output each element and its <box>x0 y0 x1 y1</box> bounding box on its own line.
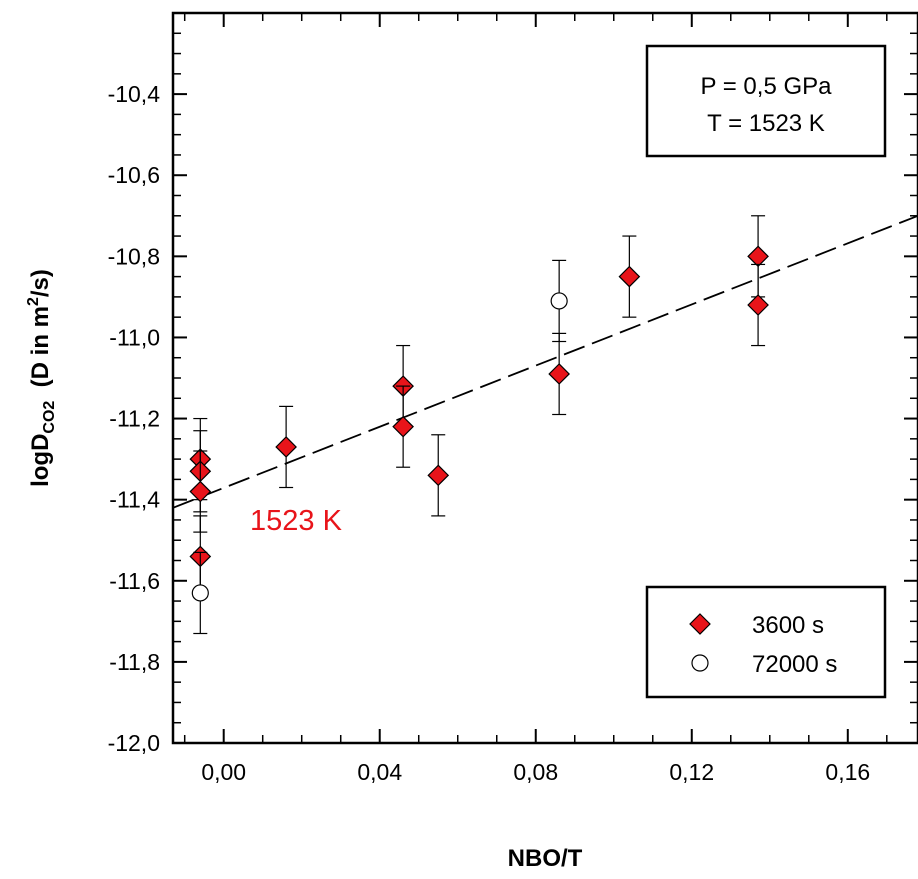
conditions-box-frame <box>645 44 887 158</box>
y-tick-label: -11,4 <box>109 487 160 513</box>
y-axis-title: logDCO2 (D in m2/s) <box>25 269 58 487</box>
x-axis-title: NBO/T <box>508 845 583 872</box>
y-tick-label: -11,2 <box>109 406 160 432</box>
point-72000s <box>191 584 209 602</box>
y-tick-label: -10,6 <box>108 162 160 188</box>
x-tick-label: 0,04 <box>357 759 402 785</box>
point-3600s <box>747 245 769 268</box>
point-3600s <box>275 436 297 458</box>
temperature-label: T = 1523 K <box>707 110 825 137</box>
x-tick-label: 0,12 <box>669 759 714 785</box>
point-3600s <box>189 480 212 503</box>
legend-label-3600s: 3600 s <box>752 612 824 639</box>
y-tick-label: -10,4 <box>108 81 161 107</box>
y-axis-title-subscript: CO2 <box>41 401 58 434</box>
y-axis-title-unit: (D in m <box>27 306 54 401</box>
x-tick-label: 0,08 <box>513 759 558 785</box>
point-3600s <box>392 415 414 438</box>
legend: 3600 s 72000 s <box>645 585 887 699</box>
data-points <box>189 215 769 635</box>
y-tick-label: -11,6 <box>109 568 160 594</box>
conditions-box: P = 0,5 GPa T = 1523 K <box>645 44 887 158</box>
fit-line-group <box>172 214 918 509</box>
pressure-label: P = 0,5 GPa <box>701 73 833 100</box>
point-72000s <box>550 292 568 310</box>
point-3600s <box>747 294 769 316</box>
y-axis-title-superscript: 2 <box>25 297 42 306</box>
y-tick-label: -11,8 <box>109 649 160 675</box>
point-3600s <box>548 363 571 385</box>
legend-marker-72000s <box>691 654 709 672</box>
y-tick-label: -12,0 <box>108 730 160 756</box>
axis-ticks: 0,00 0,04 0,08 0,12 0,16 -12,0 -11,8 -11,6 -11,4… <box>108 13 918 785</box>
y-tick-label: -11,0 <box>109 324 160 350</box>
legend-frame <box>645 585 887 699</box>
point-3600s <box>427 464 450 487</box>
x-tick-label: 0,00 <box>201 759 246 785</box>
temperature-annotation: 1523 K <box>250 505 343 537</box>
fit-line <box>172 214 918 509</box>
point-3600s <box>618 265 641 288</box>
x-tick-label: 0,16 <box>825 759 870 785</box>
y-axis-title-main: logD <box>27 434 54 487</box>
legend-label-72000s: 72000 s <box>752 651 837 678</box>
legend-marker-3600s <box>689 613 711 635</box>
y-tick-label: -10,8 <box>108 243 160 269</box>
y-axis-title-unit-end: /s) <box>27 269 54 297</box>
